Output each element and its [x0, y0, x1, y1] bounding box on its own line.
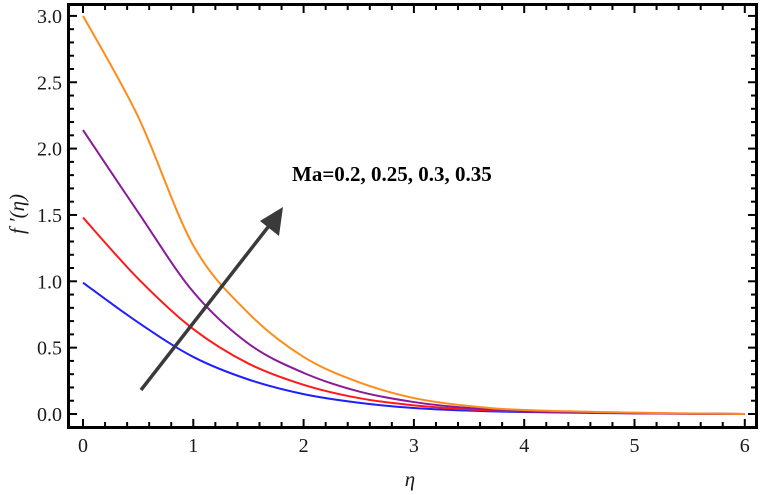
y-axis-label: f ′(η): [5, 194, 29, 234]
arrow-head-icon: [260, 207, 283, 236]
x-tick-label: 4: [519, 435, 529, 457]
x-tick-label: 6: [740, 435, 750, 457]
curve-series-0: [82, 281, 745, 415]
x-tick-label: 3: [409, 435, 419, 457]
y-tick-label: 0.5: [37, 338, 62, 360]
y-tick-label: 1.5: [37, 205, 62, 227]
x-tick-labels: 0 1 2 3 4 5 6: [78, 435, 750, 457]
plot-frame: [67, 3, 758, 429]
data-curves: [82, 15, 745, 415]
y-tick-labels: 0.0 0.5 1.0 1.5 2.0 2.5 3.0: [37, 6, 62, 426]
y-tick-label: 3.0: [37, 6, 62, 28]
y-tick-label: 2.5: [37, 72, 62, 94]
y-tick-label: 0.0: [37, 404, 62, 426]
increase-arrow: [139, 207, 283, 392]
curve-series-3: [82, 15, 745, 415]
y-tick-label: 1.0: [37, 271, 62, 293]
x-tick-label: 0: [78, 435, 88, 457]
x-tick-label: 5: [630, 435, 640, 457]
x-axis-label: η: [405, 467, 415, 491]
parameter-annotation: Ma=0.2, 0.25, 0.3, 0.35: [292, 162, 492, 186]
curve-series-1: [82, 216, 745, 415]
y-tick-label: 2.0: [37, 139, 62, 161]
axis-ticks: [70, 6, 755, 426]
x-tick-label: 2: [299, 435, 309, 457]
x-tick-label: 1: [188, 435, 198, 457]
